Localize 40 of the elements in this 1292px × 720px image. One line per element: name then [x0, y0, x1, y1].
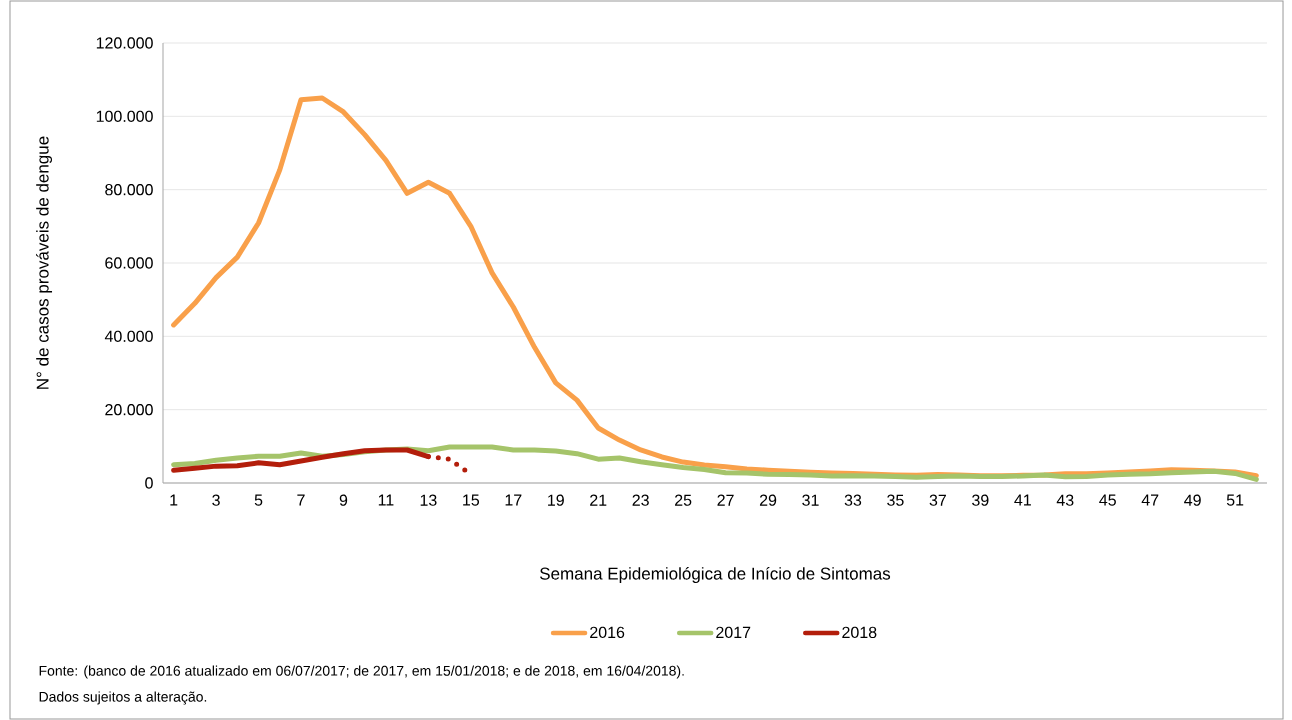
x-tick-label: 41 [1014, 494, 1031, 506]
x-axis-title: Semana Epidemiológica de Início de Sintomas [540, 566, 891, 584]
y-axis-title: N° de casos prováveis de dengue [35, 136, 53, 389]
x-tick-label: 35 [887, 494, 904, 506]
y-tick-label: 60.000 [105, 257, 153, 269]
y-tick-label: 0 [145, 477, 153, 489]
x-tick-label: 29 [759, 494, 777, 506]
x-tick-label: 39 [972, 494, 989, 506]
y-tick-label: 80.000 [105, 184, 153, 196]
x-tick-label: 23 [632, 494, 649, 506]
x-tick-label: 49 [1184, 494, 1201, 506]
legend-label: 2016 [590, 626, 625, 639]
x-tick-label: 11 [378, 494, 394, 506]
x-tick-label: 5 [254, 494, 263, 506]
x-tick-label: 19 [548, 494, 564, 506]
y-tick-label: 40.000 [104, 330, 153, 342]
x-tick-label: 21 [590, 494, 607, 506]
x-tick-label: 51 [1226, 494, 1244, 506]
x-tick-label: 1 [170, 494, 178, 506]
y-tick-label: 20.000 [105, 404, 153, 416]
x-tick-label: 45 [1099, 494, 1116, 506]
y-tick-label: 120.000 [96, 37, 153, 49]
x-tick-label: 25 [675, 494, 692, 506]
text: Dados sujeitos a alteração. [39, 691, 207, 705]
x-tick-label: 13 [420, 494, 437, 506]
x-tick-label: 33 [844, 494, 862, 506]
x-tick-label: 17 [505, 494, 522, 506]
x-tick-label: 47 [1141, 494, 1159, 506]
legend-label: 2017 [716, 626, 751, 639]
legend-label: 2018 [842, 626, 877, 639]
x-tick-label: 37 [929, 494, 946, 506]
x-tick-label: 27 [717, 494, 734, 506]
x-tick-label: 7 [297, 494, 305, 506]
x-tick-label: 31 [802, 494, 819, 506]
x-tick-label: 9 [339, 494, 348, 506]
x-tick-label: 43 [1056, 494, 1074, 506]
x-tick-label: 15 [463, 494, 480, 506]
x-tick-label: 3 [212, 494, 220, 506]
source-note: Fonte: (banco de 2016 atualizado em 06/07/2017; de 2017, em 15/01/2018; e de 2018, em 16/04/2018). [39, 665, 684, 679]
y-tick-label: 100.000 [96, 110, 153, 122]
